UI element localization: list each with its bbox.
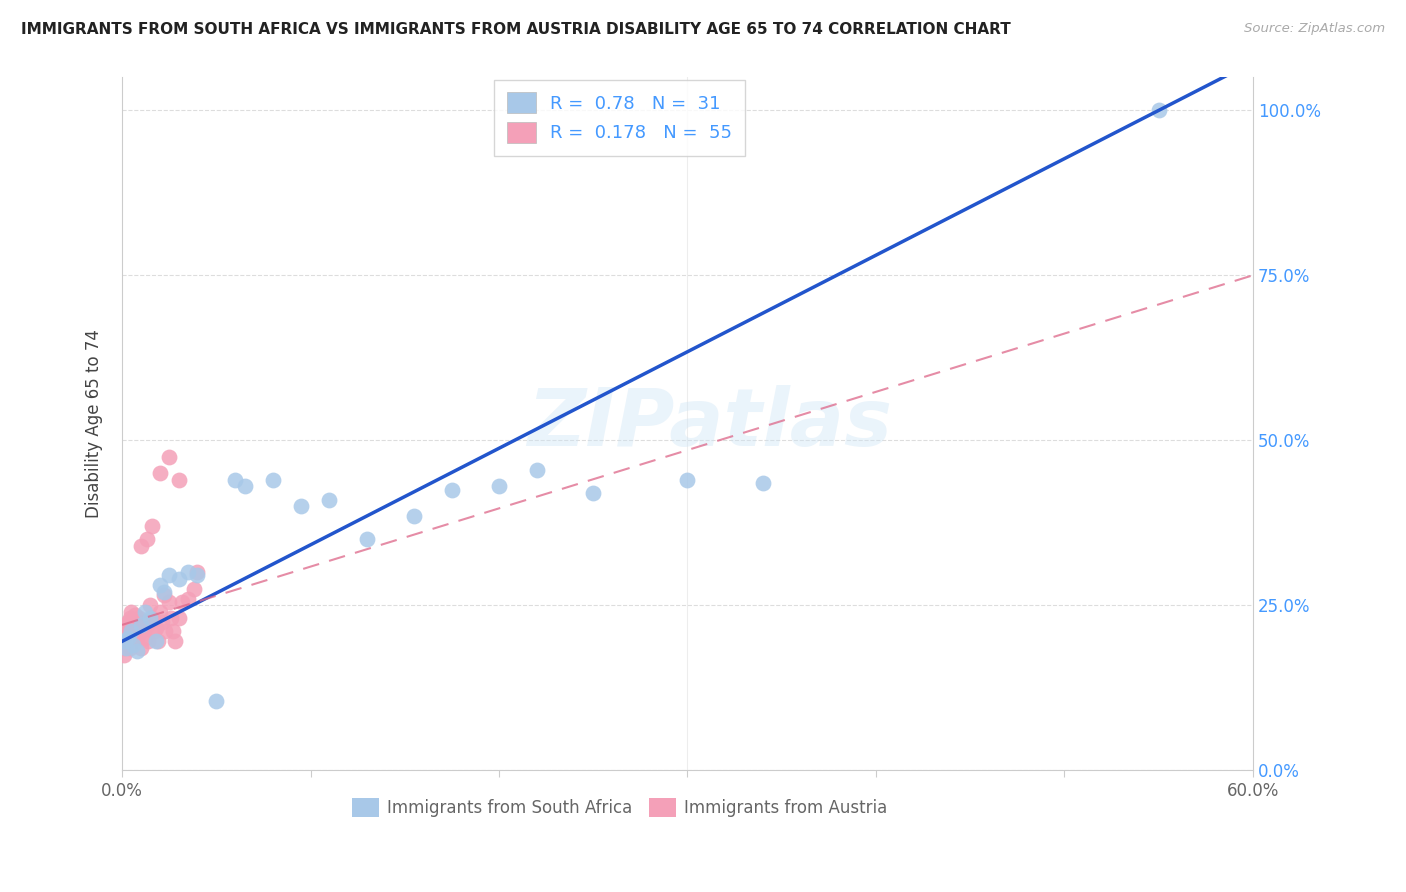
- Point: [149, 578, 172, 592]
- Point: [149, 466, 172, 480]
- Point: [224, 473, 246, 487]
- Point: [139, 611, 162, 625]
- Point: [118, 611, 141, 625]
- Point: [440, 483, 463, 497]
- Point: [121, 624, 143, 639]
- Point: [141, 519, 163, 533]
- Point: [117, 615, 139, 629]
- Point: [582, 486, 605, 500]
- Point: [1147, 103, 1170, 118]
- Point: [124, 634, 146, 648]
- Point: [205, 694, 228, 708]
- Point: [124, 621, 146, 635]
- Point: [146, 634, 169, 648]
- Point: [145, 621, 167, 635]
- Point: [114, 640, 136, 655]
- Point: [676, 473, 699, 487]
- Point: [129, 640, 152, 655]
- Point: [127, 644, 149, 658]
- Point: [112, 648, 135, 662]
- Point: [752, 476, 775, 491]
- Text: Source: ZipAtlas.com: Source: ZipAtlas.com: [1244, 22, 1385, 36]
- Point: [127, 618, 149, 632]
- Point: [117, 621, 139, 635]
- Text: IMMIGRANTS FROM SOUTH AFRICA VS IMMIGRANTS FROM AUSTRIA DISABILITY AGE 65 TO 74 : IMMIGRANTS FROM SOUTH AFRICA VS IMMIGRAN…: [21, 22, 1011, 37]
- Point: [122, 624, 145, 639]
- Point: [143, 624, 166, 639]
- Point: [117, 628, 139, 642]
- Point: [134, 605, 156, 619]
- Point: [152, 588, 174, 602]
- Point: [139, 598, 162, 612]
- Legend: Immigrants from South Africa, Immigrants from Austria: Immigrants from South Africa, Immigrants…: [346, 791, 894, 824]
- Point: [167, 611, 190, 625]
- Point: [150, 615, 173, 629]
- Point: [114, 624, 136, 639]
- Point: [134, 631, 156, 645]
- Point: [127, 631, 149, 645]
- Point: [135, 618, 157, 632]
- Point: [157, 450, 180, 464]
- Point: [149, 605, 172, 619]
- Point: [134, 621, 156, 635]
- Point: [404, 509, 426, 524]
- Point: [112, 640, 135, 655]
- Point: [139, 615, 162, 629]
- Point: [157, 568, 180, 582]
- Point: [290, 499, 312, 513]
- Point: [177, 591, 200, 606]
- Point: [488, 479, 510, 493]
- Point: [526, 463, 548, 477]
- Point: [183, 582, 205, 596]
- Point: [167, 473, 190, 487]
- Point: [262, 473, 284, 487]
- Point: [128, 611, 150, 625]
- Point: [121, 618, 143, 632]
- Point: [128, 621, 150, 635]
- Point: [155, 624, 177, 639]
- Point: [132, 615, 155, 629]
- Point: [117, 631, 139, 645]
- Point: [186, 565, 208, 579]
- Point: [145, 634, 167, 648]
- Point: [356, 532, 378, 546]
- Point: [157, 595, 180, 609]
- Point: [162, 624, 184, 639]
- Point: [138, 634, 160, 648]
- Point: [121, 631, 143, 645]
- Point: [112, 631, 135, 645]
- Point: [124, 607, 146, 622]
- Point: [135, 532, 157, 546]
- Point: [160, 611, 183, 625]
- Point: [167, 572, 190, 586]
- Y-axis label: Disability Age 65 to 74: Disability Age 65 to 74: [86, 329, 103, 518]
- Point: [122, 638, 145, 652]
- Text: ZIPatlas: ZIPatlas: [527, 384, 893, 463]
- Point: [318, 492, 340, 507]
- Point: [152, 585, 174, 599]
- Point: [122, 615, 145, 629]
- Point: [114, 618, 136, 632]
- Point: [141, 611, 163, 625]
- Point: [121, 605, 143, 619]
- Point: [233, 479, 256, 493]
- Point: [112, 634, 135, 648]
- Point: [186, 568, 208, 582]
- Point: [114, 634, 136, 648]
- Point: [129, 618, 152, 632]
- Point: [129, 539, 152, 553]
- Point: [172, 595, 194, 609]
- Point: [177, 565, 200, 579]
- Point: [118, 640, 141, 655]
- Point: [163, 634, 186, 648]
- Point: [129, 624, 152, 639]
